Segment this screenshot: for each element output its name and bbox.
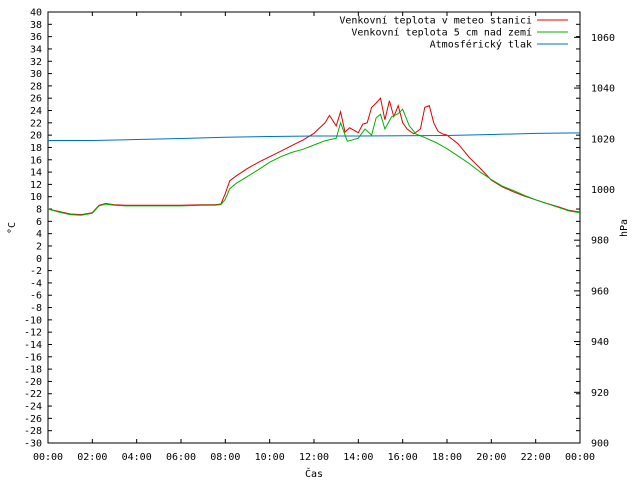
series-line-3 [48, 132, 581, 141]
y-axis-right: 1060 1040 1020 1000 980 960 940 920 900 [574, 33, 615, 450]
y-tick-label: 10 [30, 192, 42, 203]
y2-tick-label: 920 [591, 388, 609, 399]
y-tick-label: -6 [30, 291, 42, 302]
y-tick-label: 28 [30, 81, 42, 92]
legend-label: Atmosférický tlak [430, 39, 532, 51]
y2-tick-label: 1000 [591, 185, 615, 196]
y-tick-label: -18 [24, 365, 42, 376]
y-tick-label: -20 [24, 377, 42, 388]
y-axis-left: 4038363432302826242220181614121086420-2-… [24, 8, 580, 450]
y-tick-label: 22 [30, 118, 42, 129]
x-tick-label: 18:00 [432, 452, 462, 463]
y2-tick-label: 940 [591, 337, 609, 348]
series-line-1 [47, 97, 581, 216]
y-tick-label: -28 [24, 426, 42, 437]
x-tick-label: 04:00 [122, 452, 152, 463]
x-tick-label: 20:00 [476, 452, 506, 463]
y2-tick-label: 1040 [591, 84, 615, 95]
x-axis: 00:00 02:00 04:00 06:00 08:00 10:00 12:00 14:00… [33, 12, 595, 463]
y2-tick-label: 980 [591, 236, 609, 247]
y-tick-label: 30 [30, 69, 42, 80]
y-tick-label: 12 [30, 180, 42, 191]
y-tick-label: -22 [24, 389, 42, 400]
y-tick-label: 36 [30, 32, 42, 43]
y-tick-label: 14 [30, 168, 42, 179]
y-tick-label: -30 [24, 439, 42, 450]
y-tick-label: 6 [36, 217, 42, 228]
y2-tick-label: 1060 [591, 33, 615, 44]
x-tick-label: 16:00 [388, 452, 418, 463]
y-tick-label: -8 [30, 303, 42, 314]
x-tick-label: 06:00 [166, 452, 196, 463]
y-tick-label: -10 [24, 315, 42, 326]
series-line-2 [47, 108, 581, 216]
y-tick-label: 20 [30, 131, 42, 142]
y-tick-label: -4 [30, 278, 42, 289]
y2-tick-label: 900 [591, 439, 609, 450]
x-tick-label: 14:00 [343, 452, 373, 463]
x-tick-label: 10:00 [255, 452, 285, 463]
y-tick-label: 4 [36, 229, 42, 240]
y-tick-label: 40 [30, 8, 42, 19]
x-tick-label: 02:00 [77, 452, 107, 463]
y-tick-label: 8 [36, 205, 42, 216]
y-tick-label: 32 [30, 57, 42, 68]
legend-label: Venkovní teplota v meteo stanici [339, 15, 532, 27]
y-tick-label: 26 [30, 94, 42, 105]
y-tick-label: 24 [30, 106, 42, 117]
y-tick-label: 34 [30, 44, 42, 55]
y-tick-label: -2 [30, 266, 42, 277]
y2-tick-label: 1020 [591, 134, 615, 145]
x-tick-label: 00:00 [565, 452, 595, 463]
x-tick-label: 12:00 [299, 452, 329, 463]
y-tick-label: 38 [30, 20, 42, 31]
y-tick-label: -24 [24, 402, 42, 413]
y-tick-label: -26 [24, 414, 42, 425]
plot-frame [47, 11, 581, 444]
legend-label: Venkovní teplota 5 cm nad zemí [351, 27, 532, 39]
y-axis-title-right: hPa [619, 219, 630, 237]
legend: Venkovní teplota v meteo staniciVenkovní… [339, 15, 568, 51]
y-tick-label: 0 [36, 254, 42, 265]
y-tick-label: -12 [24, 328, 42, 339]
y-axis-title-left: °C [7, 222, 18, 234]
y-tick-label: 2 [36, 241, 42, 252]
x-tick-label: 22:00 [521, 452, 551, 463]
y-tick-label: -14 [24, 340, 42, 351]
y-tick-label: -16 [24, 352, 42, 363]
y-tick-label: 16 [30, 155, 42, 166]
x-tick-label: 00:00 [33, 452, 63, 463]
y-tick-label: 18 [30, 143, 42, 154]
x-tick-label: 08:00 [210, 452, 240, 463]
series-layer [47, 97, 581, 216]
y2-tick-label: 960 [591, 286, 609, 297]
x-axis-title: Čas [305, 467, 323, 480]
